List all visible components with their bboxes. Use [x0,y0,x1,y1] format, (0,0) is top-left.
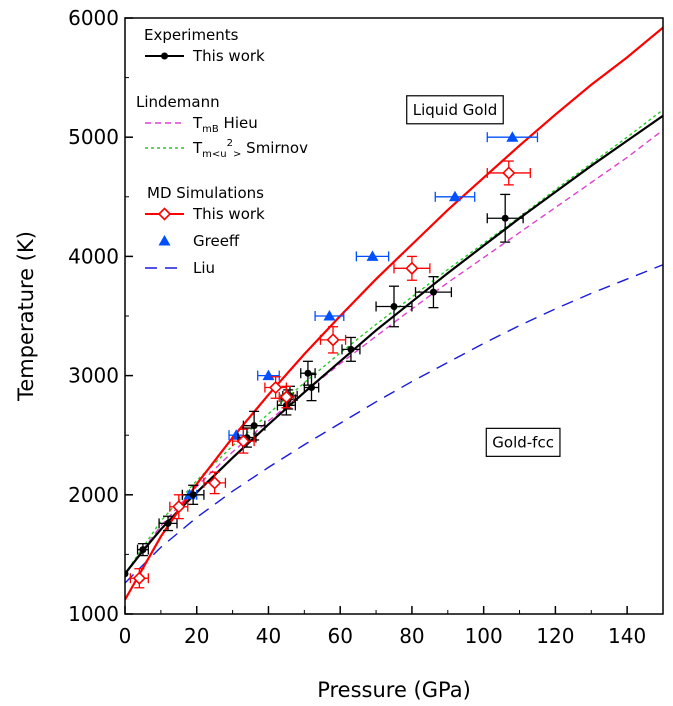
md-point [269,380,283,395]
exp-point [139,546,147,554]
annotation-box: Liquid Gold [406,95,504,125]
exp-point [501,214,509,222]
x-tick-label: 100 [465,624,503,648]
exp-point [164,519,172,527]
legend-label-label_sup: 2 [227,138,233,149]
y-tick-label: 4000 [68,244,119,268]
md-point [279,390,294,404]
x-tick-label: 40 [256,624,281,648]
exp-point [308,384,316,392]
md-point [132,571,146,585]
y-tick-label: 5000 [68,125,119,149]
y-tick-label: 3000 [68,364,119,388]
legend-label: Greeff [193,232,240,250]
exp-point [304,369,312,377]
y-tick-label: 1000 [68,602,119,626]
legend-entry-liu: Liu [145,259,215,277]
legend-label: Tm<u2> Smirnov [192,138,308,160]
legend-label-label_sub: mB [202,124,219,135]
legend-entry-greeff: Greeff [158,232,240,250]
y-tick-label: 2000 [68,483,119,507]
md-point [326,333,340,347]
region-annotations: Liquid Gold Gold-fcc [406,95,561,457]
x-tick-label: 20 [184,624,209,648]
md-point [405,261,419,275]
legend-label-label_main: T [192,139,203,157]
greeff-point [366,250,379,261]
annotation-box: Gold-fcc [485,427,561,457]
x-axis-label: Pressure (GPa) [317,678,471,702]
legend-group-title: Lindemann [136,93,220,111]
smirnov-line [125,109,663,575]
series-md [129,160,531,589]
legend-swatch-marker [161,52,168,60]
legend-label-label_main: T [192,114,203,132]
legend-label: TmB Hieu [192,114,258,135]
y-tick-label: 6000 [68,6,119,30]
legend-group-title: Experiments [144,26,239,44]
greeff-point [448,190,461,202]
annotation-frame [406,95,504,125]
annotation-text: Liquid Gold [413,101,498,119]
greeff-point [262,369,275,381]
exp-point [429,288,437,296]
x-axis: 0 20 40 60 80 100 120 140 [119,606,646,648]
x-tick-label: 0 [119,624,132,648]
legend-entry-exp: This work [145,47,265,65]
exp-point [390,302,398,310]
legend-group-title: MD Simulations [147,184,264,202]
legend-label-label_sub2: > [233,149,241,160]
series-liu [125,264,663,584]
legend-entry-md: This work [145,205,265,223]
md-point [208,476,222,490]
legend-label-label_rest: Hieu [219,114,258,132]
annotation-frame [485,427,561,457]
exp-point [125,570,129,578]
x-tick-label: 80 [399,624,424,648]
legend-swatch-marker [158,235,171,246]
x-tick-label: 140 [608,624,646,648]
md-point [502,166,516,180]
legend-label-label_rest: Smirnov [241,139,308,157]
legend-swatch-marker [157,207,172,221]
legend-label: Liu [193,259,215,277]
greeff-point [323,310,336,321]
series-exp [125,193,524,578]
greeff-point [506,131,519,142]
exp-point [189,491,197,499]
x-tick-label: 60 [327,624,352,648]
md-point [236,434,250,448]
liu-line [125,264,663,584]
series-smirnov [125,109,663,575]
series-md_fit [125,26,663,601]
legend-label: This work [192,47,265,65]
md-point [172,500,186,514]
legend-label-label_sub: m<u [202,149,226,160]
md_fit-line [125,26,663,601]
annotation-text: Gold-fcc [492,433,554,451]
y-axis: 1000 2000 3000 4000 5000 6000 [68,6,133,626]
x-tick-label: 120 [536,624,574,648]
y-axis-label: Temperature (K) [14,231,38,402]
legend-entry-smirnov: Tm<u2> Smirnov [145,138,308,160]
legend-entry-hieu: TmB Hieu [145,114,258,135]
legend-label: This work [192,205,265,223]
exp-point [250,422,258,430]
exp-point [347,345,355,353]
series-layer [125,26,663,601]
